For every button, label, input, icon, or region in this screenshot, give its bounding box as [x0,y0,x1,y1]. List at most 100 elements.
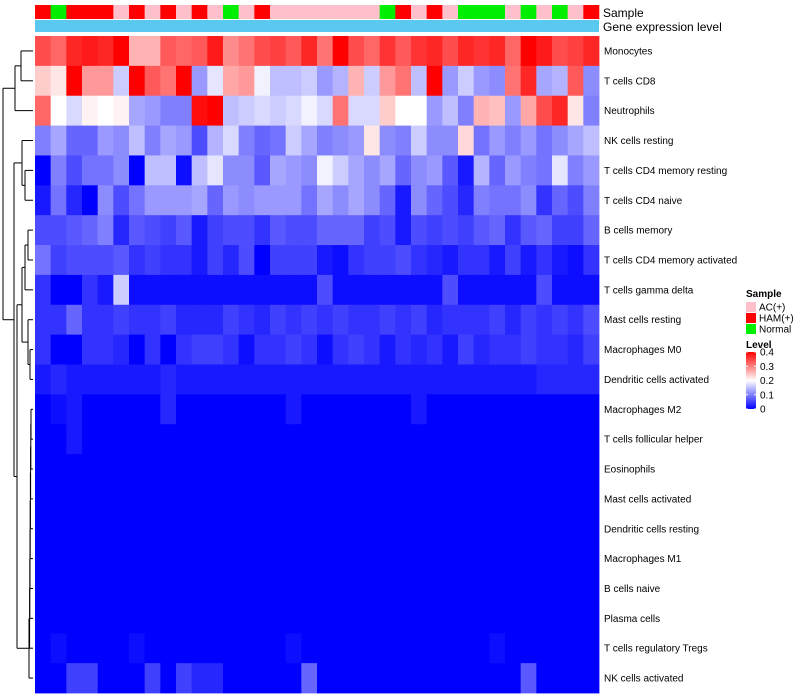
sample-cell-ac [176,5,192,19]
heatmap-cell [97,155,114,186]
heatmap-cell [348,65,365,97]
heatmap-cell [364,304,381,336]
heatmap-cell [238,424,255,455]
heatmap-cell [176,215,193,246]
sample-cell-ac [207,5,224,19]
heatmap-cell [552,215,569,246]
sample-cell-ac [301,5,318,19]
heatmap-cell [395,274,412,306]
heatmap-cell [97,633,114,664]
heatmap-cell [191,513,208,545]
heatmap-cell [379,483,396,515]
heatmap-cell [552,424,569,455]
heatmap-cell [270,245,287,276]
heatmap-cell [520,543,537,574]
heatmap-cell [160,304,177,336]
heatmap-cell [176,603,193,634]
heatmap-cell [411,304,428,336]
row-label-nk-cells-activated: NK cells activated [604,674,683,685]
heatmap-cell [411,394,428,425]
heatmap-cell [113,125,130,156]
heatmap-cell [411,424,428,455]
heatmap-cell [176,125,193,156]
legend-tick-label: 0.3 [760,362,774,373]
heatmap-cell [238,304,255,336]
heatmap-cell [113,424,130,455]
heatmap-cell [348,215,365,246]
heatmap-cell [473,334,490,365]
heatmap-cell [144,125,161,156]
heatmap-cell [113,633,130,664]
row-label-t-cells-regulatory-tregs: T cells regulatory Tregs [604,644,708,655]
heatmap-cell [567,185,584,216]
heatmap-cell [426,483,443,515]
heatmap-cell [285,364,302,395]
heatmap-cell [348,304,365,336]
heatmap-cell [348,513,365,545]
sample-cell-ham [395,5,412,19]
heatmap-cell [113,215,130,246]
heatmap-cell [332,334,349,365]
heatmap-cell [442,215,459,246]
heatmap-cell [160,394,177,425]
heatmap-cell [583,424,600,455]
row-label-t-cells-follicular-helper: T cells follicular helper [604,435,703,446]
heatmap-cell [520,364,537,395]
heatmap-cell [144,394,161,425]
heatmap-cell [238,364,255,395]
heatmap-cell [66,394,83,425]
heatmap-cell [82,633,99,664]
heatmap-cell [191,603,208,634]
annotation-label-sample: Sample [603,6,644,20]
sample-cell-ac [113,5,130,19]
heatmap-cell [567,483,584,515]
heatmap-cell [223,334,240,365]
heatmap-cell [35,364,52,395]
heatmap-cell [207,125,224,156]
sample-cell-ac [567,5,584,19]
heatmap-cell [567,334,584,365]
heatmap-cell [129,364,146,395]
heatmap-cell [379,663,396,694]
heatmap-cell [35,543,52,574]
heatmap-cell [583,185,600,216]
heatmap-cell [238,245,255,276]
heatmap-cell [66,543,83,574]
heatmap-cell [317,573,334,604]
heatmap-cell [552,454,569,485]
heatmap-cell [144,304,161,336]
heatmap-cell [395,424,412,455]
heatmap-cell [567,454,584,485]
heatmap-cell [191,424,208,455]
legend: Sample AC(+)HAM(+)Normal Level 0.4 0.3 0.2… [746,289,794,416]
sample-cell-ac [144,5,161,19]
heatmap-cell [97,603,114,634]
heatmap-cell [176,543,193,574]
heatmap-cell [207,155,224,186]
heatmap-cell [583,155,600,186]
heatmap-cell [458,633,475,664]
heatmap-cell [35,394,52,425]
heatmap-cell [207,603,224,634]
heatmap-cell [458,394,475,425]
heatmap-cell [35,454,52,485]
heatmap-cell [97,483,114,515]
heatmap-cell [223,663,240,694]
heatmap-cell [129,215,146,246]
heatmap-cell [536,543,553,574]
heatmap-cell [285,603,302,634]
heatmap-cell [50,274,67,306]
heatmap-cell [176,364,193,395]
heatmap-cell [505,633,522,664]
heatmap-cell [567,125,584,156]
heatmap-cell [285,215,302,246]
heatmap-cell [191,633,208,664]
heatmap-cell [254,185,271,216]
heatmap-cell [113,334,130,365]
heatmap-cell [66,36,83,67]
heatmap-cell [332,125,349,156]
heatmap-cell [505,424,522,455]
heatmap-cell [144,364,161,395]
heatmap-cell [97,274,114,306]
heatmap-cell [364,364,381,395]
